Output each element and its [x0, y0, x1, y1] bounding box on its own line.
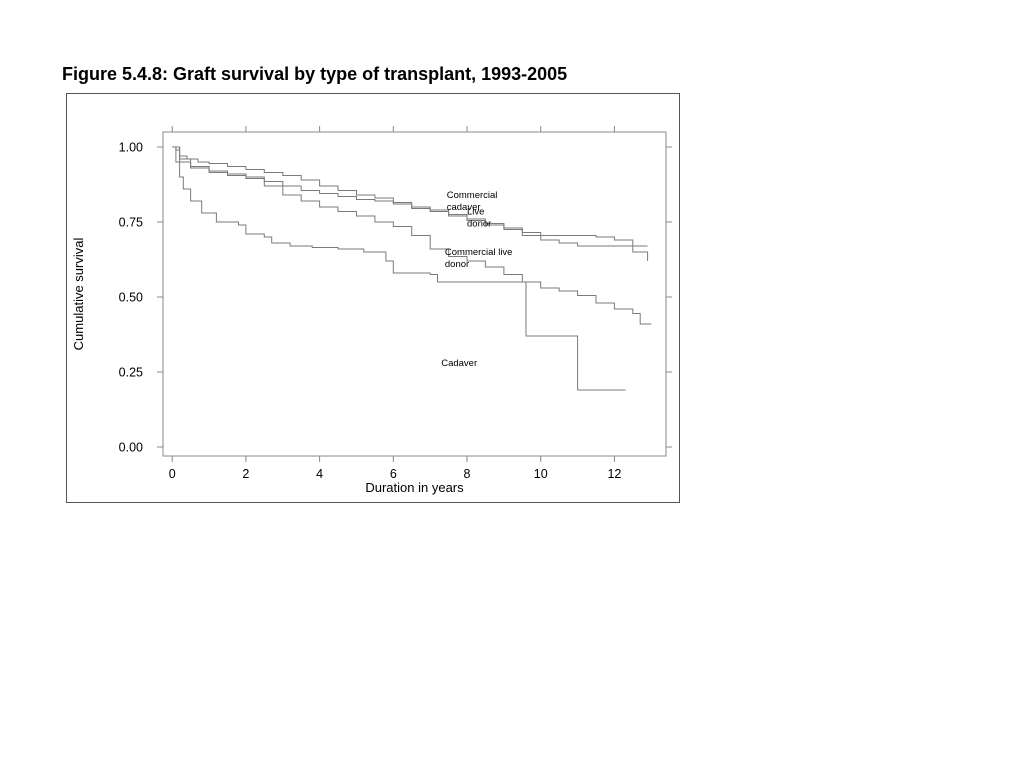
- y-tick-label: 0.75: [119, 216, 143, 230]
- y-tick-label: 1.00: [119, 141, 143, 155]
- label-commercial-live-donor: Commercial live donor: [445, 247, 513, 270]
- label-line: Live: [467, 207, 484, 218]
- y-axis-title: Cumulative survival: [71, 238, 86, 351]
- label-line: donor: [467, 219, 491, 230]
- axis-ticks: [157, 126, 672, 462]
- x-tick-label: 6: [390, 467, 397, 481]
- x-tick-label: 12: [607, 467, 621, 481]
- curve-live-donor: [172, 146, 648, 247]
- survival-curves: [172, 146, 652, 391]
- y-tick-label: 0.25: [119, 366, 143, 380]
- plot-area: [162, 131, 667, 457]
- x-tick-label: 0: [169, 467, 176, 481]
- x-tick-label: 10: [534, 467, 548, 481]
- y-tick-label: 0.00: [119, 441, 143, 455]
- label-commercial-cadaver: Commercial cadaver: [447, 190, 498, 213]
- curve-cadaver: [172, 146, 626, 391]
- label-line: Commercial live: [445, 247, 513, 258]
- x-tick-label: 2: [242, 467, 249, 481]
- figure-frame: 0 2 4 6 8 10 12 0.00 0.25 0.50 0.75 1.00 Commercial…: [66, 93, 680, 503]
- axis-tick-labels: 0 2 4 6 8 10 12 0.00 0.25 0.50 0.75 1.00: [119, 141, 622, 482]
- x-tick-label: 8: [464, 467, 471, 481]
- label-line: donor: [445, 259, 469, 270]
- label-line: Cadaver: [441, 358, 477, 369]
- label-line: Commercial: [447, 190, 498, 201]
- label-line: cadaver: [447, 202, 481, 213]
- figure-title: Figure 5.4.8: Graft survival by type of …: [62, 64, 568, 84]
- label-live-donor: Live donor: [467, 207, 491, 230]
- y-tick-label: 0.50: [119, 291, 143, 305]
- label-cadaver: Cadaver: [441, 358, 477, 369]
- curve-commercial-cadaver: [172, 146, 649, 261]
- x-tick-label: 4: [316, 467, 323, 481]
- x-axis-title: Duration in years: [365, 480, 464, 495]
- survival-chart: 0 2 4 6 8 10 12 0.00 0.25 0.50 0.75 1.00 Commercial…: [71, 126, 672, 495]
- plot-box: [162, 131, 667, 457]
- curve-commercial-live-donor: [172, 146, 652, 325]
